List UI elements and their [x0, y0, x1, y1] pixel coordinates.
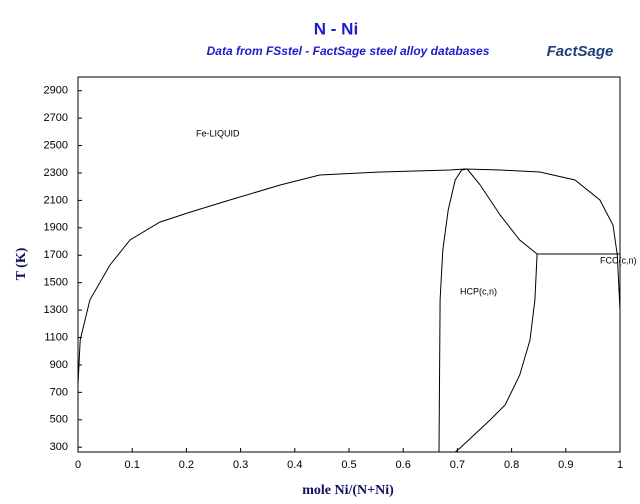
phase-boundary: [77, 168, 621, 385]
y-tick-label: 500: [50, 414, 68, 426]
y-tick-label: 2300: [44, 167, 68, 179]
x-tick-label: 0.7: [450, 459, 465, 471]
y-tick-label: 900: [50, 359, 68, 371]
x-axis-label: mole Ni/(N+Ni): [302, 483, 394, 498]
phase-boundary: [466, 168, 538, 255]
y-tick-label: 1300: [44, 304, 68, 316]
x-tick-label: 0.6: [396, 459, 411, 471]
y-tick-label: 2100: [44, 194, 68, 206]
plot-frame: [77, 76, 621, 453]
x-tick-label: 0.2: [179, 459, 194, 471]
annotation: HCP(c,n): [460, 286, 497, 296]
y-tick-label: 2900: [44, 85, 68, 97]
y-tick-label: 2700: [44, 112, 68, 124]
y-tick-label: 1900: [44, 222, 68, 234]
y-tick-label: 1700: [44, 249, 68, 261]
x-tick-label: 0.3: [233, 459, 248, 471]
chart-subtitle: Data from FSstel - FactSage steel alloy …: [207, 44, 490, 58]
x-tick-label: 0.4: [287, 459, 302, 471]
y-tick-label: 300: [50, 441, 68, 453]
annotation: FCC(c,n): [600, 255, 637, 265]
y-tick-label: 700: [50, 386, 68, 398]
logo: FactSage: [547, 43, 614, 60]
x-tick-label: 0: [75, 459, 81, 471]
x-tick-label: 0.9: [558, 459, 573, 471]
y-tick-label: 1100: [44, 331, 68, 343]
phase-boundary: [454, 253, 538, 453]
phase-boundary: [438, 168, 468, 453]
x-tick-label: 0.8: [504, 459, 519, 471]
annotation: Fe-LIQUID: [196, 128, 240, 138]
y-tick-label: 1500: [44, 277, 68, 289]
x-tick-label: 1: [617, 459, 623, 471]
y-tick-label: 2500: [44, 139, 68, 151]
chart-title: N - Ni: [314, 19, 358, 38]
x-tick-label: 0.5: [341, 459, 356, 471]
y-axis-label: T (K): [14, 247, 29, 280]
x-tick-label: 0.1: [125, 459, 140, 471]
